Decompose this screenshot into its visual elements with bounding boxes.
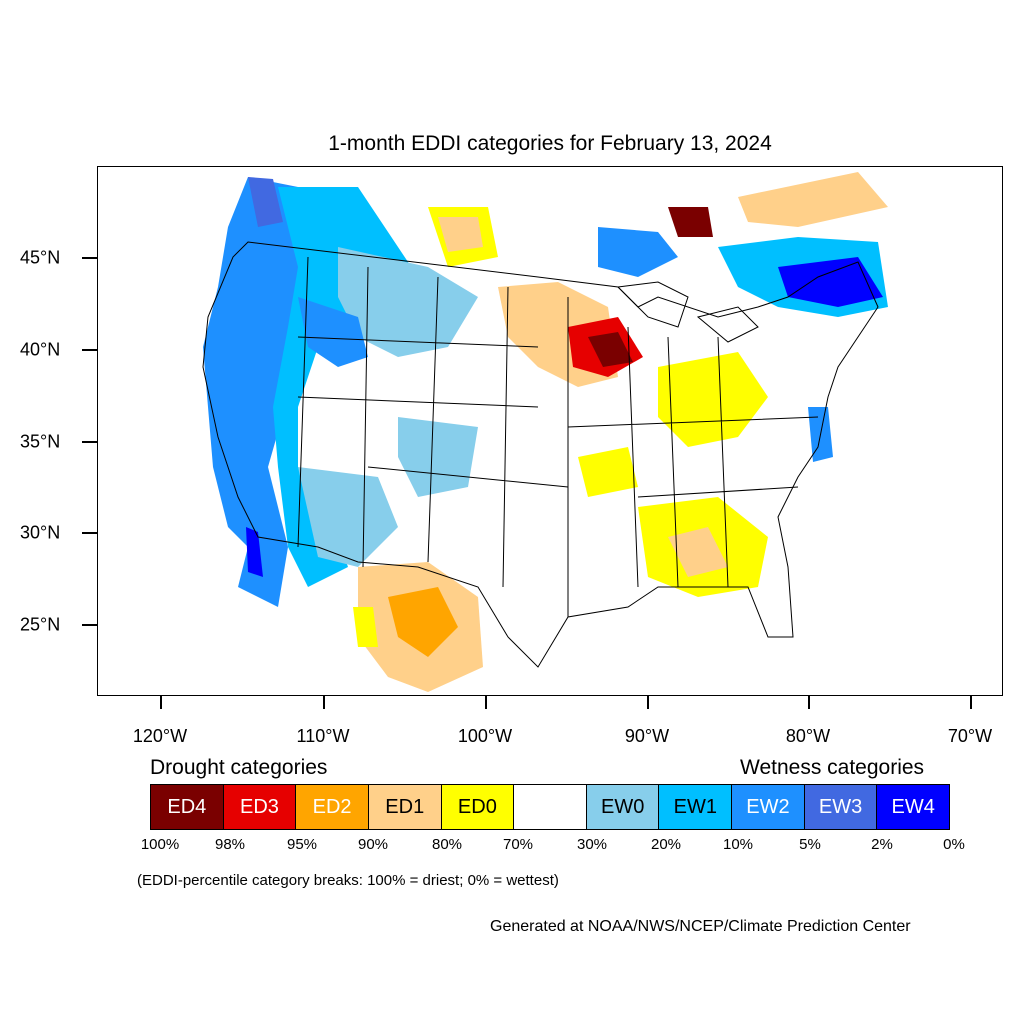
break-90: 90%: [357, 836, 389, 853]
xtick-70w: [970, 696, 972, 709]
legend-neutral: [514, 785, 587, 829]
state-lines-east: [567, 297, 819, 617]
xlabel-80w: 80°W: [785, 726, 831, 746]
northeast-wet: [598, 227, 888, 462]
ontario-ed4: [668, 207, 713, 237]
xtick-100w: [485, 696, 487, 709]
tx-mx-drought-ed0: [353, 607, 378, 647]
break-98: 98%: [214, 836, 246, 853]
legend-ed1: ED1: [368, 785, 442, 829]
ytick-35: [82, 441, 97, 443]
ytick-25: [82, 624, 97, 626]
texas-central-ed0: [578, 447, 638, 497]
tx-mx-drought-ed2: [388, 587, 458, 657]
credit-line: Generated at NOAA/NWS/NCEP/Climate Predi…: [490, 918, 911, 935]
break-70: 70%: [502, 836, 534, 853]
legend-ew3: EW3: [804, 785, 878, 829]
ne-wet-mid: [598, 227, 678, 277]
southwest-wet: [298, 467, 398, 567]
boundaries: [202, 241, 879, 668]
break-95: 95%: [286, 836, 318, 853]
legend-ed2: ED2: [296, 785, 369, 829]
ytick-45: [82, 257, 97, 259]
us-outline: [202, 241, 879, 668]
break-100: 100%: [140, 836, 180, 853]
xlabel-120w: 120°W: [132, 726, 188, 746]
ytick-30: [82, 532, 97, 534]
category-note: (EDDI-percentile category breaks: 100% =…: [137, 872, 559, 889]
legend-color-bar: ED4 ED3 ED2 ED1 ED0 EW0 EW1 EW2 EW3 EW4: [150, 784, 950, 830]
legend-ew2: EW2: [732, 785, 805, 829]
xlabel-70w: 70°W: [947, 726, 993, 746]
xtick-110w: [323, 696, 325, 709]
ylabel-25: 25°N: [20, 614, 61, 635]
north-plains-ed1: [438, 217, 483, 252]
xlabel-110w: 110°W: [296, 726, 350, 746]
xlabel-90w: 90°W: [624, 726, 670, 746]
map-title: 1-month EDDI categories for February 13,…: [328, 132, 772, 155]
great-lakes: [616, 281, 759, 343]
xtick-90w: [647, 696, 649, 709]
ylabel-30: 30°N: [20, 522, 61, 543]
map-frame: [97, 166, 1003, 696]
legend-ed0: ED0: [441, 785, 515, 829]
xtick-80w: [808, 696, 810, 709]
ohio-valley-ed0: [658, 352, 768, 447]
nm-wet: [398, 417, 478, 497]
ne-wet-dark: [778, 257, 883, 307]
ytick-40: [82, 349, 97, 351]
state-lines-west: [297, 256, 569, 588]
quebec-ed1: [738, 172, 888, 227]
ca-dark-coast: [246, 527, 263, 577]
break-0: 0%: [943, 836, 965, 853]
ylabel-40: 40°N: [20, 339, 61, 360]
wetness-heading: Wetness categories: [740, 756, 925, 779]
wa-dark-wet: [248, 177, 283, 227]
drought-regions: [353, 172, 888, 692]
eddi-map: [202, 172, 888, 692]
xtick-120w: [160, 696, 162, 709]
legend-ed4: ED4: [151, 785, 224, 829]
break-30: 30%: [576, 836, 608, 853]
legend-ew4: EW4: [877, 785, 950, 829]
idaho-wet: [298, 297, 368, 367]
legend-ew1: EW1: [659, 785, 733, 829]
xlabel-100w: 100°W: [457, 726, 513, 746]
drought-heading: Drought categories: [150, 756, 328, 779]
legend-ed3: ED3: [223, 785, 297, 829]
break-10: 10%: [722, 836, 754, 853]
break-80: 80%: [431, 836, 463, 853]
break-5: 5%: [799, 836, 821, 853]
northwest-wet-blue: [338, 247, 478, 357]
ylabel-45: 45°N: [20, 247, 61, 268]
wetness-regions: [203, 177, 478, 607]
ylabel-35: 35°N: [20, 431, 61, 452]
break-20: 20%: [650, 836, 682, 853]
southeast-ed1: [668, 527, 728, 577]
break-2: 2%: [871, 836, 893, 853]
midwest-drought-ed4: [588, 332, 633, 367]
legend-ew0: EW0: [586, 785, 660, 829]
